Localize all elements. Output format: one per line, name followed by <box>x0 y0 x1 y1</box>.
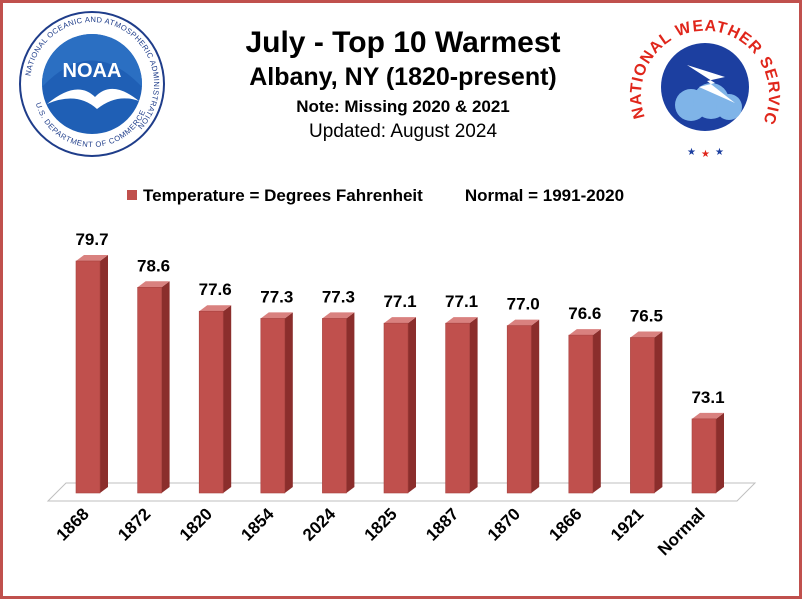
data-label: 77.0 <box>507 295 540 314</box>
bar <box>137 287 162 494</box>
bar-top <box>507 319 540 326</box>
bar-side <box>654 331 663 493</box>
legend-series-label: Temperature = Degrees Fahrenheit <box>143 186 423 205</box>
bar-chart: 79.7 1868 78.6 1872 77.6 1820 77.3 1854 77.3 2024… <box>46 230 757 559</box>
data-label: 77.1 <box>445 292 478 311</box>
bar <box>568 334 594 494</box>
chart-subtitle: Albany, NY (1820-present) <box>249 63 557 91</box>
bar <box>260 318 286 494</box>
nws-star-icon: ★ <box>715 147 724 158</box>
bar-side <box>531 319 540 493</box>
bar <box>445 322 470 494</box>
data-label: 78.6 <box>137 256 170 275</box>
x-tick-label: 1866 <box>545 504 585 544</box>
bar <box>506 325 532 494</box>
x-tick-label: 1887 <box>422 504 462 544</box>
bar <box>383 322 409 494</box>
bar <box>630 337 655 494</box>
bar-top <box>260 312 293 319</box>
chart-legend: Temperature = Degrees Fahrenheit Normal =… <box>127 186 624 206</box>
data-label: 77.6 <box>199 280 232 299</box>
x-tick-label: 1872 <box>114 504 154 544</box>
data-label: 77.3 <box>260 287 293 306</box>
bar <box>75 260 101 494</box>
updated-date: Updated: August 2024 <box>308 121 498 142</box>
title-block: July - Top 10 Warmest Albany, NY (1820-p… <box>183 25 623 145</box>
bar-side <box>223 305 232 493</box>
bar-side <box>346 312 355 493</box>
data-label: 79.7 <box>75 230 108 249</box>
bar-top <box>137 281 170 288</box>
nws-star-icon: ★ <box>701 149 710 160</box>
bar-side <box>100 255 108 493</box>
x-tick-label: 1854 <box>237 504 278 545</box>
bar-side <box>408 317 416 493</box>
bar <box>691 418 717 494</box>
bar-side <box>469 317 478 493</box>
data-label: 76.5 <box>630 307 663 326</box>
bar-side <box>161 281 170 493</box>
noaa-logo: NATIONAL OCEANIC AND ATMOSPHERIC ADMINIS… <box>19 11 165 157</box>
legend-normal-label: Normal = 1991-2020 <box>464 186 625 205</box>
x-tick-label: 1868 <box>53 504 93 544</box>
x-tick-label: 1825 <box>361 504 401 544</box>
missing-data-note: Note: Missing 2020 & 2021 <box>296 97 510 116</box>
x-tick-label: 1820 <box>176 504 216 544</box>
x-tick-label: 1870 <box>484 504 524 544</box>
bar-top <box>199 305 232 312</box>
noaa-logo-text: NOAA <box>63 60 122 82</box>
x-tick-label: 2024 <box>299 504 340 545</box>
data-label: 73.1 <box>691 388 724 407</box>
bar-side <box>592 329 601 493</box>
bar <box>322 318 347 494</box>
x-tick-label: 1921 <box>607 504 647 544</box>
nws-star-icon: ★ <box>687 147 696 158</box>
x-tick-label: Normal <box>654 504 709 559</box>
bar-top <box>76 255 108 261</box>
bar-top <box>630 331 663 338</box>
bar-top <box>322 312 355 319</box>
bar-top <box>692 412 724 419</box>
legend-swatch <box>127 190 137 200</box>
bar-side <box>716 412 724 493</box>
bar-side <box>284 312 293 493</box>
data-label: 76.6 <box>568 304 601 323</box>
chart-title: July - Top 10 Warmest <box>245 26 561 59</box>
bar <box>198 310 224 494</box>
bar-top <box>445 317 478 324</box>
data-label: 77.3 <box>322 287 355 306</box>
bar-top <box>568 329 601 336</box>
bar-top <box>384 317 416 324</box>
data-label: 77.1 <box>383 292 416 311</box>
nws-logo: NATIONAL WEATHER SERVICE ★ ★ ★ <box>627 7 781 161</box>
